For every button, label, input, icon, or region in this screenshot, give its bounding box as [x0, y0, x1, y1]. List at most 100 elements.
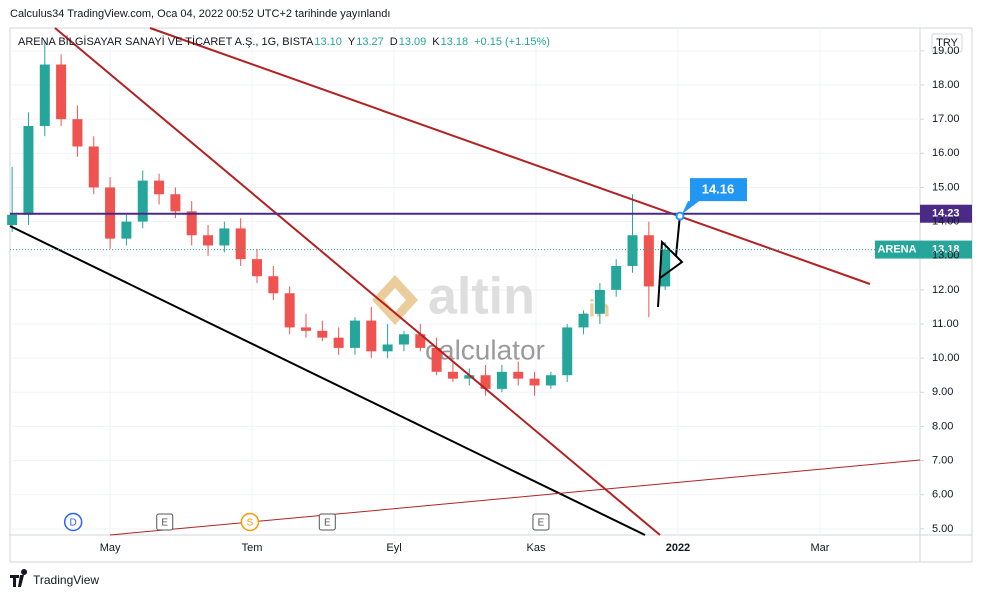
candle-body [545, 375, 556, 386]
watermark-brand: altin [428, 268, 535, 326]
event-marker [318, 513, 336, 531]
candle-body [611, 265, 622, 290]
y-tick-label: 12.00 [932, 284, 960, 296]
legend-value: 13.27 [356, 36, 384, 48]
candle-body [382, 344, 393, 352]
y-tick-label: 15.00 [932, 181, 960, 193]
event-marker [63, 512, 83, 532]
candle-body [300, 327, 311, 331]
y-tick-label: 19.00 [932, 45, 960, 57]
candle-body [447, 371, 458, 379]
y-tick-label: 11.00 [932, 318, 959, 330]
callout-box [682, 178, 747, 215]
pattern-drawing [657, 239, 684, 308]
x-tick-label: Tem [242, 542, 263, 554]
candle-body [366, 320, 377, 352]
candle-body [496, 371, 507, 389]
legend-change: +0.15 (+1.15%) [474, 36, 550, 48]
candle-body [252, 259, 263, 277]
candle-body [594, 289, 605, 314]
y-tick-label: 18.00 [932, 79, 960, 91]
x-tick-label: 2022 [666, 542, 690, 554]
event-label: D [70, 518, 77, 529]
trend-line [149, 27, 871, 285]
candle-body [39, 64, 50, 126]
trend-line [54, 27, 661, 536]
candle-body [513, 371, 524, 379]
legend-key: D [390, 36, 398, 48]
candle-body [349, 320, 360, 348]
candle-body [578, 313, 589, 328]
event-label: E [324, 518, 331, 529]
candle-body [529, 378, 540, 386]
grid [10, 28, 924, 535]
candle-body [431, 347, 442, 372]
event-label: E [538, 518, 545, 529]
legend-key: K [432, 36, 440, 48]
candle-body [562, 327, 573, 376]
watermark: altin .in calculator [372, 268, 610, 365]
x-tick-label: May [100, 542, 121, 554]
event-marker [156, 513, 174, 531]
candle-body [7, 214, 18, 225]
watermark-subtitle: calculator [425, 334, 545, 365]
y-tick-label: 10.00 [932, 352, 960, 364]
event-marker [532, 513, 550, 531]
legend-key: Y [348, 36, 356, 48]
overlay: 14.23 ARENA 13.18 14.16 D E S E E [10, 178, 972, 532]
last-price-box [920, 240, 972, 259]
candle-body [284, 293, 295, 328]
y-tick-label: 5.00 [932, 523, 953, 535]
candle-body [219, 228, 230, 246]
y-tick-label: 6.00 [932, 489, 953, 501]
candle-body [72, 119, 83, 147]
candle-body [203, 235, 214, 246]
footer-brand: TradingView [33, 573, 99, 587]
candle-body [56, 64, 67, 120]
candle-body [186, 211, 197, 236]
symbol-title: ARENA BİLGİSAYAR SANAYİ VE TİCARET A.Ş.,… [18, 35, 307, 48]
candle-body [317, 330, 328, 338]
y-tick-label: 17.00 [932, 113, 960, 125]
candle-body [480, 375, 491, 389]
last-price-label: 13.18 [932, 243, 960, 255]
candle-body [627, 235, 638, 266]
y-tick-label: 7.00 [932, 454, 953, 466]
candle-body [23, 125, 34, 215]
candles [7, 40, 671, 396]
y-tick-label: 16.00 [932, 147, 960, 159]
legend-value: 13.10 [314, 36, 342, 48]
candle-body [88, 146, 99, 188]
candle-body [154, 180, 165, 195]
candle-body [464, 375, 475, 379]
legend-value: 13.18 [441, 36, 469, 48]
currency-button[interactable] [931, 33, 963, 53]
ohlc-legend: A 13.10 Y 13.27 D 13.09 K 13.18 +0.15 (+1.15%) [306, 36, 550, 48]
legend-key: A [306, 36, 314, 48]
candle-body [170, 194, 181, 212]
legend-value: 13.09 [399, 36, 427, 48]
candle-body [333, 337, 344, 348]
candle-body [121, 221, 132, 239]
y-tick-label: 14.00 [932, 215, 960, 227]
horizontal-line-label-box [920, 204, 972, 223]
y-tick-label: 9.00 [932, 386, 953, 398]
last-price-name: ARENA [877, 243, 916, 255]
candle-body [235, 228, 246, 260]
x-tick-label: Kas [526, 542, 545, 554]
candle-body [268, 276, 279, 294]
horizontal-line-label: 14.23 [932, 208, 960, 220]
candle-body [137, 180, 148, 222]
event-label: E [161, 518, 168, 529]
last-price-name-box [875, 240, 920, 259]
currency[interactable]: TRY [936, 37, 958, 49]
y-tick-label: 8.00 [932, 420, 953, 432]
candle-body [643, 235, 654, 287]
x-tick-label: Mar [810, 542, 829, 554]
candle-body [660, 249, 671, 287]
callout-label: 14.16 [702, 182, 735, 197]
candle-body [415, 334, 426, 348]
callout-point [675, 211, 685, 221]
event-marker [240, 512, 260, 532]
